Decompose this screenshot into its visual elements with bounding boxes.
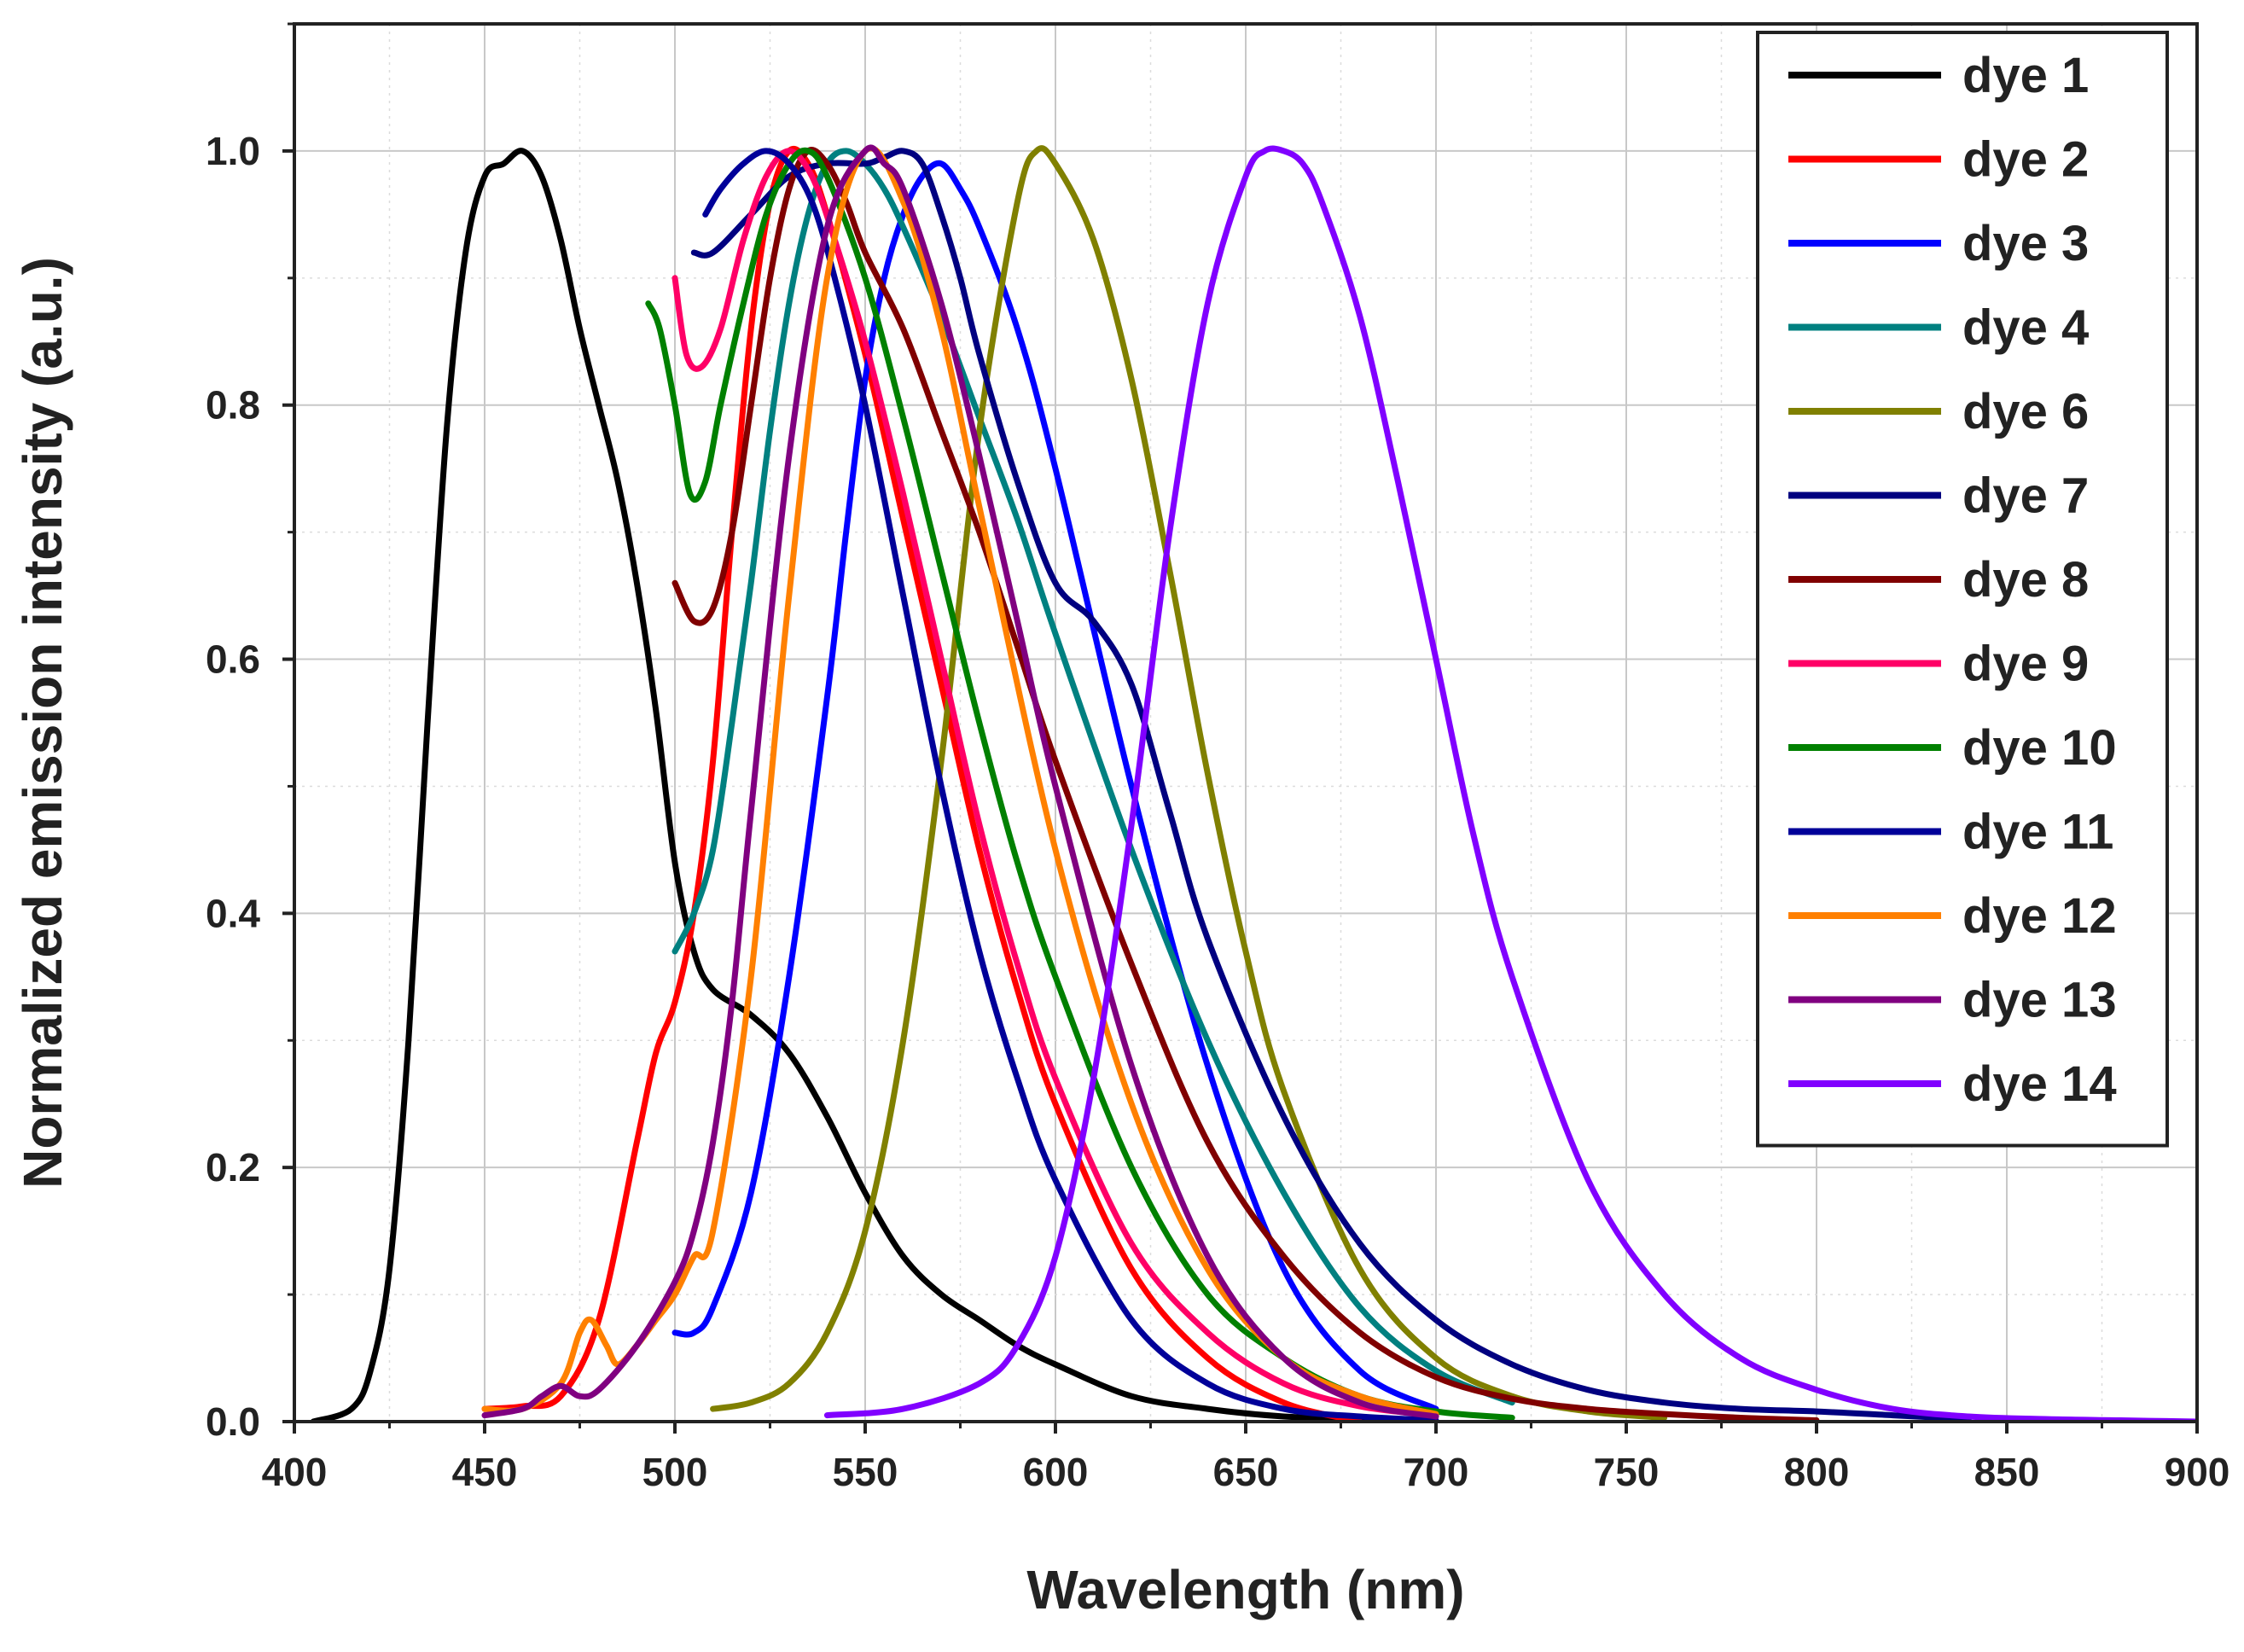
series-line-dye-12 — [481, 145, 1439, 1417]
legend-label-dye-12: dye 12 — [1962, 888, 2117, 944]
legend-label-dye-13: dye 13 — [1962, 973, 2117, 1028]
legend: dye 1 dye 2 dye 3 dye 4 dye 6 dye 7 dye 8 dye 9… — [1756, 31, 2169, 1148]
series-line-dye-3 — [671, 160, 1439, 1412]
legend-label-dye-6: dye 6 — [1962, 384, 2089, 439]
x-tick-label: 750 — [1594, 1450, 1660, 1494]
tick-layer: 400 450 500 550 600 650 700 750 800 850 900 0.0 0.2 0… — [206, 22, 2230, 1494]
legend-label-dye-10: dye 10 — [1962, 720, 2117, 776]
x-tick-label: 550 — [833, 1450, 898, 1494]
x-tick-label: 650 — [1213, 1450, 1279, 1494]
x-tick-label: 500 — [642, 1450, 708, 1494]
x-tick-label: 450 — [452, 1450, 518, 1494]
legend-label-dye-1: dye 1 — [1962, 48, 2089, 103]
legend-label-dye-14: dye 14 — [1962, 1056, 2117, 1112]
legend-box — [1756, 31, 2169, 1148]
y-tick-label: 0.4 — [206, 891, 260, 935]
series-line-dye-14 — [823, 145, 2197, 1422]
y-tick-label: 1.0 — [206, 129, 260, 173]
legend-label-dye-2: dye 2 — [1962, 132, 2089, 188]
series-line-dye-13 — [481, 144, 1439, 1420]
legend-label-dye-11: dye 11 — [1962, 805, 2113, 860]
series-line-dye-9 — [671, 148, 1439, 1419]
series-line-dye-7 — [690, 148, 1972, 1422]
series-line-dye-4 — [671, 148, 1515, 1406]
legend-label-dye-3: dye 3 — [1962, 216, 2089, 271]
legend-label-dye-9: dye 9 — [1962, 637, 2089, 692]
legend-label-dye-4: dye 4 — [1962, 300, 2089, 356]
x-tick-label: 600 — [1023, 1450, 1089, 1494]
x-tick-label: 700 — [1404, 1450, 1469, 1494]
x-tick-label: 800 — [1784, 1450, 1850, 1494]
series-layer — [310, 144, 2197, 1422]
y-tick-label: 0.8 — [206, 383, 260, 428]
x-tick-label: 400 — [262, 1450, 328, 1494]
x-axis-label: Wavelength (nm) — [1026, 1559, 1464, 1620]
series-line-dye-2 — [481, 145, 1363, 1422]
legend-label-dye-8: dye 8 — [1962, 552, 2089, 608]
series-line-dye-6 — [710, 145, 1668, 1421]
x-tick-label: 850 — [1974, 1450, 2040, 1494]
y-tick-label: 0.6 — [206, 637, 260, 682]
x-tick-label: 900 — [2165, 1450, 2230, 1494]
series-line-dye-10 — [645, 147, 1515, 1421]
series-line-dye-11 — [702, 148, 1439, 1422]
y-axis-label: Normalized emission intensity (a.u.) — [12, 257, 73, 1189]
y-tick-label: 0.2 — [206, 1145, 260, 1190]
legend-label-dye-7: dye 7 — [1962, 468, 2089, 524]
y-tick-label: 0.0 — [206, 1399, 260, 1444]
